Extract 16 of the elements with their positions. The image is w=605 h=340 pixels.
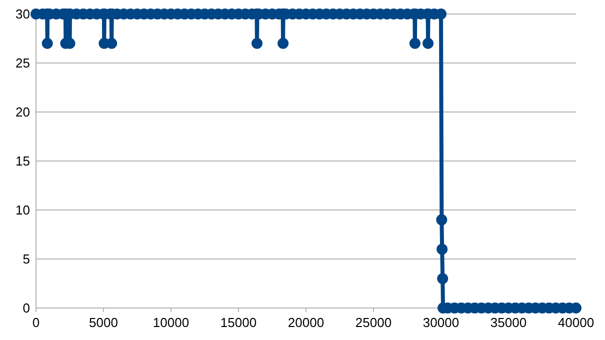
x-tick-label: 15000 <box>220 315 257 330</box>
x-tick-label: 10000 <box>152 315 190 330</box>
y-tick-label: 25 <box>16 56 30 71</box>
x-tick-label: 40000 <box>558 315 594 330</box>
x-tick-label: 30000 <box>422 315 460 330</box>
x-tick-label: 0 <box>32 315 40 330</box>
x-tick-label: 25000 <box>355 315 392 330</box>
y-tick-label: 0 <box>22 300 30 316</box>
x-tick-label: 20000 <box>288 315 324 330</box>
y-tick-label: 20 <box>16 104 30 120</box>
x-tick-label: 5000 <box>89 315 118 330</box>
y-tick-label: 5 <box>22 252 30 267</box>
y-tick-label: 30 <box>16 6 30 22</box>
y-tick-label: 10 <box>16 202 30 218</box>
y-tick-label: 15 <box>16 154 30 169</box>
x-tick-label: 35000 <box>490 315 527 330</box>
